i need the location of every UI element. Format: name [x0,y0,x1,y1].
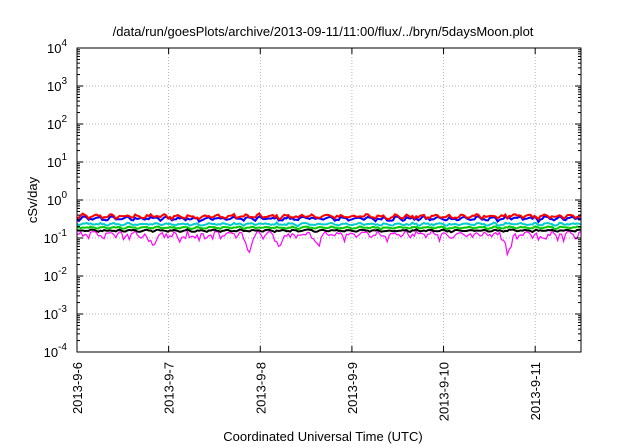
y-tick-label: 10-4 [44,342,68,360]
x-tick-label: 2013-9-9 [345,362,360,414]
y-tick-label: 10-1 [44,228,68,246]
x-tick-label: 2013-9-7 [162,362,177,414]
x-tick-label: 2013-9-6 [70,362,85,414]
x-tick-label: 2013-9-10 [437,362,452,421]
series-line [76,214,582,224]
series-line [76,225,582,231]
y-tick-label: 101 [47,152,67,170]
y-tick-label: 10-3 [44,304,68,322]
y-axis-label: cSv/day [25,176,40,223]
series-line [76,228,582,234]
y-tick-label: 103 [47,76,67,94]
x-tick-label: 2013-9-8 [253,362,268,414]
x-tick-label: 2013-9-11 [528,362,543,420]
grid [77,48,581,352]
series-group [76,212,582,257]
x-axis-label: Coordinated Universal Time (UTC) [223,429,422,444]
ticks: 10-4 10-3 10-2 10-1 100 101 102 103 104 2013-9-6 2… [44,38,581,421]
y-tick-label: 104 [47,38,67,56]
series-line [76,212,582,221]
chart-title: /data/run/goesPlots/archive/2013-09-11/1… [113,24,534,39]
y-tick-label: 102 [47,114,67,132]
series-line [76,229,582,257]
y-tick-label: 100 [47,190,67,208]
series-line [76,221,582,228]
y-tick-label: 10-2 [44,266,68,284]
